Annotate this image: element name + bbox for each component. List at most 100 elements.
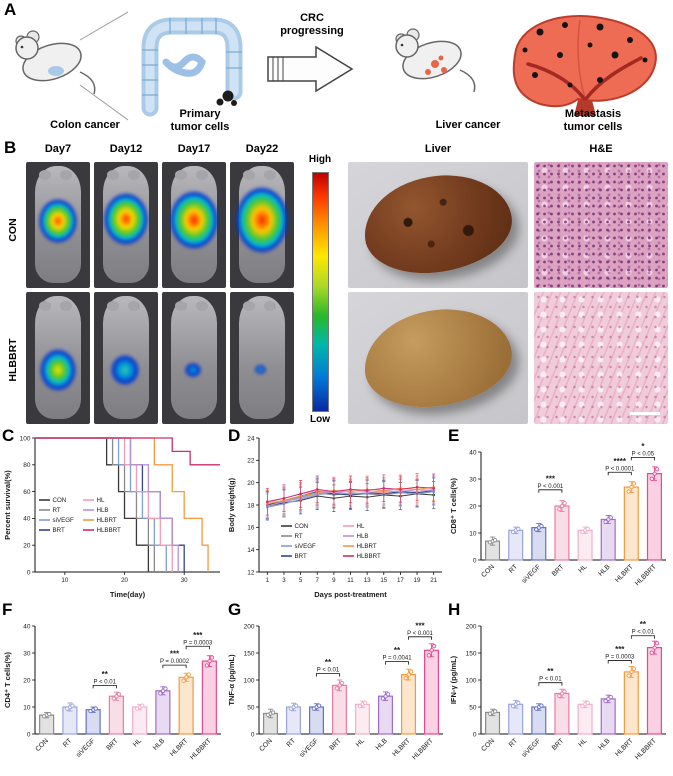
svg-text:HLBBRT: HLBBRT: [189, 737, 213, 761]
svg-text:***: ***: [193, 631, 203, 640]
panel-h-label: H: [448, 600, 461, 619]
svg-text:Percent survival(%): Percent survival(%): [3, 470, 12, 540]
svg-text:HLB: HLB: [375, 737, 390, 752]
svg-text:HLB: HLB: [597, 737, 612, 752]
intensity-colorbar: [312, 172, 329, 412]
svg-text:12: 12: [247, 569, 255, 576]
svg-text:15: 15: [380, 577, 387, 584]
svg-text:P < 0.0001: P < 0.0001: [605, 466, 635, 472]
svg-text:50: 50: [469, 704, 477, 711]
column-header-liver: Liver: [424, 143, 452, 155]
svg-text:siVEGF: siVEGF: [521, 737, 543, 759]
svg-text:HLBRT: HLBRT: [357, 543, 377, 550]
svg-text:IFN-γ (pg/mL): IFN-γ (pg/mL): [449, 655, 458, 704]
svg-text:30: 30: [23, 650, 31, 657]
svg-text:HLB: HLB: [597, 563, 612, 578]
svg-text:CD8⁺ T cells(%): CD8⁺ T cells(%): [449, 477, 458, 534]
caption-colon-cancer: Colon cancer: [50, 119, 120, 131]
svg-text:20: 20: [23, 677, 31, 684]
svg-text:P < 0.01: P < 0.01: [632, 630, 655, 636]
svg-text:***: ***: [546, 474, 556, 483]
svg-text:10: 10: [61, 577, 68, 584]
primary-tumor-dots: [216, 90, 237, 106]
column-header-day7: Day7: [44, 143, 72, 155]
svg-text:200: 200: [466, 623, 477, 630]
svg-text:50: 50: [247, 704, 255, 711]
svg-text:0: 0: [27, 731, 31, 738]
svg-text:100: 100: [244, 677, 255, 684]
svg-text:HLBBRT: HLBBRT: [634, 563, 658, 587]
svg-text:150: 150: [244, 650, 255, 657]
svg-text:BRT: BRT: [551, 563, 565, 577]
schematic-drawing: [15, 11, 657, 121]
callout-line: [79, 11, 129, 41]
svg-text:HL: HL: [132, 737, 143, 748]
bioluminescence-image-hlbbrt-day12: [94, 292, 158, 424]
liver-photo-hlbbrt: [348, 292, 528, 424]
svg-text:20: 20: [121, 577, 128, 584]
bioluminescence-image-con-day12: [94, 162, 158, 288]
svg-text:5: 5: [299, 577, 303, 584]
svg-text:**: **: [325, 658, 332, 667]
svg-text:siVEGF: siVEGF: [75, 737, 97, 759]
svg-text:CD4⁺ T cells(%): CD4⁺ T cells(%): [3, 651, 12, 708]
svg-text:BRT: BRT: [53, 527, 65, 534]
svg-text:****: ****: [614, 457, 627, 466]
svg-text:**: **: [394, 646, 401, 655]
survival-chart: 10 20 30 0 20 40 60 80 100 Time(day) Percent survi…: [2, 430, 226, 600]
svg-text:1: 1: [266, 577, 270, 584]
svg-text:siVEGF: siVEGF: [298, 737, 320, 759]
svg-text:10: 10: [23, 704, 31, 711]
cd4-t-cells-chart: 0 10 20 30 40 CD4⁺ T cells(%) CON RT siVEGF BRT HL…: [2, 604, 226, 774]
svg-text:16: 16: [247, 525, 255, 532]
panel-e-label: E: [448, 426, 460, 445]
column-header-he: H&E: [589, 143, 613, 155]
panel-b-imaging: Day7 Day12 Day17 Day22 Liver H&E CON HLB…: [0, 140, 673, 430]
scale-bar: [630, 412, 660, 415]
svg-text:HLB: HLB: [97, 507, 109, 514]
colorbar-high-label: High: [308, 154, 332, 165]
svg-text:10: 10: [469, 530, 477, 537]
svg-text:3: 3: [282, 577, 286, 584]
svg-text:P = 0.0002: P = 0.0002: [160, 659, 190, 665]
svg-text:Days post-treatment: Days post-treatment: [314, 590, 387, 599]
svg-text:**: **: [640, 620, 647, 629]
column-header-day17: Day17: [177, 143, 211, 155]
svg-text:60: 60: [23, 489, 31, 496]
svg-text:40: 40: [23, 623, 31, 630]
svg-text:0: 0: [27, 569, 31, 576]
svg-text:7: 7: [316, 577, 320, 584]
he-image-hlbbrt: [534, 292, 668, 424]
panel-d-label: D: [228, 426, 241, 445]
svg-text:CON: CON: [480, 563, 496, 579]
panel-b-label: B: [4, 138, 17, 157]
svg-text:RT: RT: [508, 737, 519, 748]
mouse-icon-left: [15, 30, 96, 95]
svg-text:11: 11: [347, 577, 354, 584]
arrow-icon: [267, 45, 354, 93]
liver-icon: [512, 15, 657, 116]
svg-text:30: 30: [469, 476, 477, 483]
svg-text:20: 20: [23, 543, 31, 550]
cd8-t-cells-chart: 0 10 20 30 40 CD8⁺ T cells(%) CON RT siVEGF BRT HL…: [448, 430, 671, 600]
svg-text:HL: HL: [97, 497, 105, 504]
svg-text:24: 24: [247, 435, 255, 442]
svg-text:RT: RT: [53, 507, 61, 514]
svg-text:siVEGF: siVEGF: [295, 543, 317, 550]
svg-text:CON: CON: [53, 497, 67, 504]
svg-text:HLBBRT: HLBBRT: [357, 553, 382, 560]
liver-tumor-spots: [425, 55, 447, 75]
svg-text:HLBBRT: HLBBRT: [411, 737, 435, 761]
svg-text:Body weight(g): Body weight(g): [227, 477, 236, 532]
liver-photo-con: [348, 162, 528, 288]
svg-text:**: **: [547, 667, 554, 676]
svg-text:Time(day): Time(day): [110, 590, 146, 599]
svg-text:HLBRT: HLBRT: [97, 517, 117, 524]
svg-text:40: 40: [469, 449, 477, 456]
colon-icon: [141, 17, 243, 117]
svg-text:P < 0.001: P < 0.001: [407, 631, 433, 637]
svg-text:150: 150: [466, 650, 477, 657]
svg-text:BRT: BRT: [295, 553, 307, 560]
